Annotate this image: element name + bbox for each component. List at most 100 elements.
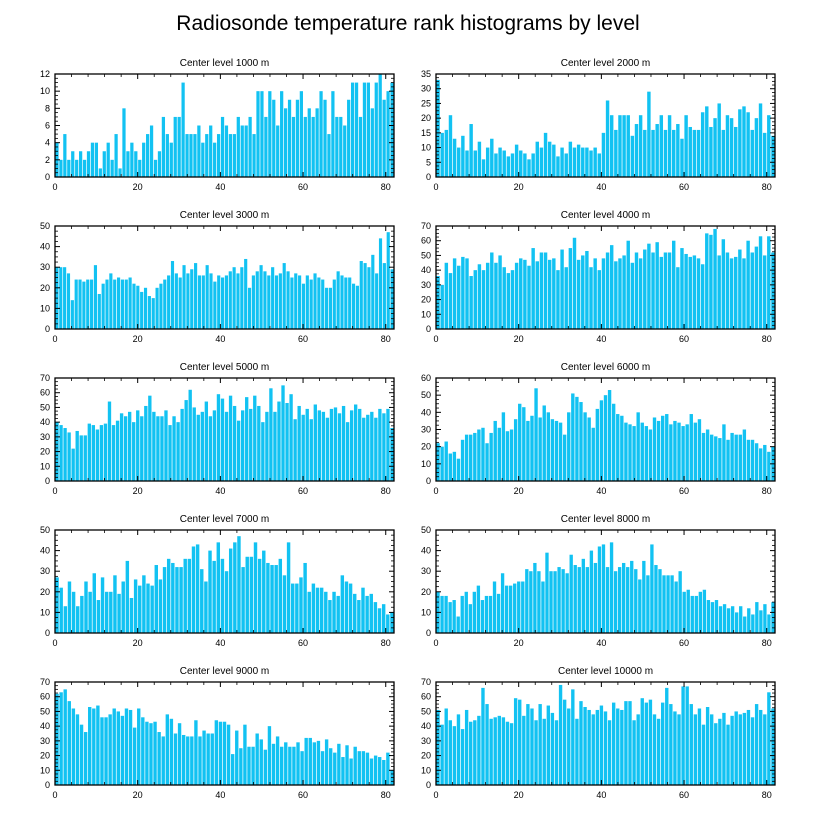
histogram-bar <box>59 587 63 633</box>
histogram-bar <box>554 420 559 481</box>
histogram-bar <box>688 256 692 329</box>
histogram-bar <box>232 267 236 329</box>
y-tick-label: 0 <box>45 628 50 638</box>
histogram-bar <box>643 129 647 177</box>
histogram-bar <box>244 125 248 177</box>
histogram-bar <box>374 417 378 481</box>
figure-title: Radiosonde temperature rank histograms b… <box>176 12 639 35</box>
histogram-bar <box>187 558 192 633</box>
histogram-bar <box>693 714 698 785</box>
histogram-bar <box>251 746 255 785</box>
histogram-bar <box>361 751 366 785</box>
histogram-bar <box>607 720 612 785</box>
histogram-bar <box>115 420 120 481</box>
histogram-bar <box>154 565 158 633</box>
histogram-bar <box>124 279 128 329</box>
histogram-bar <box>386 408 390 481</box>
histogram-bar <box>702 589 707 633</box>
histogram-bar <box>286 271 290 329</box>
histogram-bar <box>345 745 349 785</box>
histogram-bar <box>452 600 456 633</box>
histogram-bar <box>128 709 133 785</box>
histogram-bar <box>464 434 469 481</box>
histogram-bar <box>197 125 201 177</box>
histogram-bar <box>257 405 261 481</box>
histogram-bar <box>369 593 373 633</box>
histogram-bar <box>78 279 82 329</box>
histogram-bar <box>709 126 713 177</box>
histogram-bar <box>228 134 233 177</box>
histogram-bar <box>705 429 710 481</box>
histogram-bar <box>374 82 378 177</box>
histogram-bar <box>579 402 583 481</box>
histogram-bar <box>677 714 681 785</box>
histogram-bar <box>221 277 225 329</box>
histogram-bar <box>480 600 485 633</box>
histogram-bar <box>87 423 91 481</box>
histogram-bar <box>576 259 581 329</box>
histogram-bar <box>762 255 767 329</box>
x-tick-label: 40 <box>215 638 225 648</box>
x-tick-label: 0 <box>433 182 438 192</box>
histogram-bar <box>109 273 113 329</box>
histogram-panel-2: Center level 2000 m 0 20 40 60 80 0 5 10 15 20 25 30… <box>421 58 776 192</box>
histogram-bar <box>337 413 342 481</box>
histogram-bar <box>329 748 333 785</box>
histogram-bar <box>725 115 730 177</box>
histogram-bar <box>91 425 96 481</box>
x-tick-label: 80 <box>762 334 772 344</box>
histogram-bar <box>152 411 156 481</box>
histogram-bar <box>63 267 67 329</box>
histogram-bar <box>222 721 227 785</box>
histogram-bar <box>140 291 144 329</box>
histogram-bar <box>522 407 526 481</box>
histogram-bar <box>286 542 291 633</box>
histogram-bar <box>673 420 677 481</box>
histogram-bar <box>134 151 138 177</box>
histogram-bar <box>738 714 742 785</box>
histogram-bar <box>601 132 606 177</box>
histogram-bar <box>477 264 482 329</box>
histogram-bar <box>353 593 357 633</box>
histogram-bar <box>669 424 673 481</box>
histogram-bar <box>264 116 268 177</box>
histogram-bar <box>319 91 323 177</box>
x-tick-label: 0 <box>433 486 438 496</box>
histogram-bar <box>660 415 665 481</box>
histogram-bar <box>535 141 539 177</box>
histogram-bar <box>213 281 217 329</box>
histogram-bar <box>224 125 229 177</box>
histogram-bar <box>755 602 759 633</box>
histogram-bar <box>216 542 221 633</box>
histogram-bar <box>166 558 171 633</box>
histogram-bar <box>344 581 349 633</box>
histogram-bar <box>67 581 72 633</box>
histogram-bar <box>767 451 771 481</box>
x-tick-label: 20 <box>514 486 524 496</box>
histogram-bar <box>150 585 154 633</box>
histogram-bar <box>124 708 129 785</box>
histogram-bar <box>240 267 244 329</box>
y-tick-label: 40 <box>421 265 431 275</box>
histogram-panel-10: Center level 10000 m 0 20 40 60 80 0 10 20 30 40 50… <box>421 666 776 800</box>
histogram-bar <box>210 733 214 785</box>
histogram-bar <box>171 562 175 633</box>
histogram-bar <box>340 275 344 329</box>
histogram-bar <box>262 550 266 633</box>
histogram-bar <box>527 265 531 329</box>
histogram-bar <box>309 419 313 481</box>
histogram-bar <box>362 82 367 177</box>
histogram-bar <box>332 279 336 329</box>
histogram-bar <box>282 263 286 329</box>
histogram-bar <box>523 153 527 177</box>
histogram-bar <box>382 759 386 785</box>
histogram-bar <box>204 581 208 633</box>
x-tick-label: 80 <box>381 334 391 344</box>
histogram-bar <box>390 269 394 329</box>
y-tick-label: 0 <box>426 324 431 334</box>
histogram-bar <box>276 125 280 177</box>
histogram-bar <box>771 252 775 329</box>
histogram-bar <box>174 273 178 329</box>
histogram-bar <box>726 439 730 481</box>
x-tick-label: 60 <box>679 790 689 800</box>
